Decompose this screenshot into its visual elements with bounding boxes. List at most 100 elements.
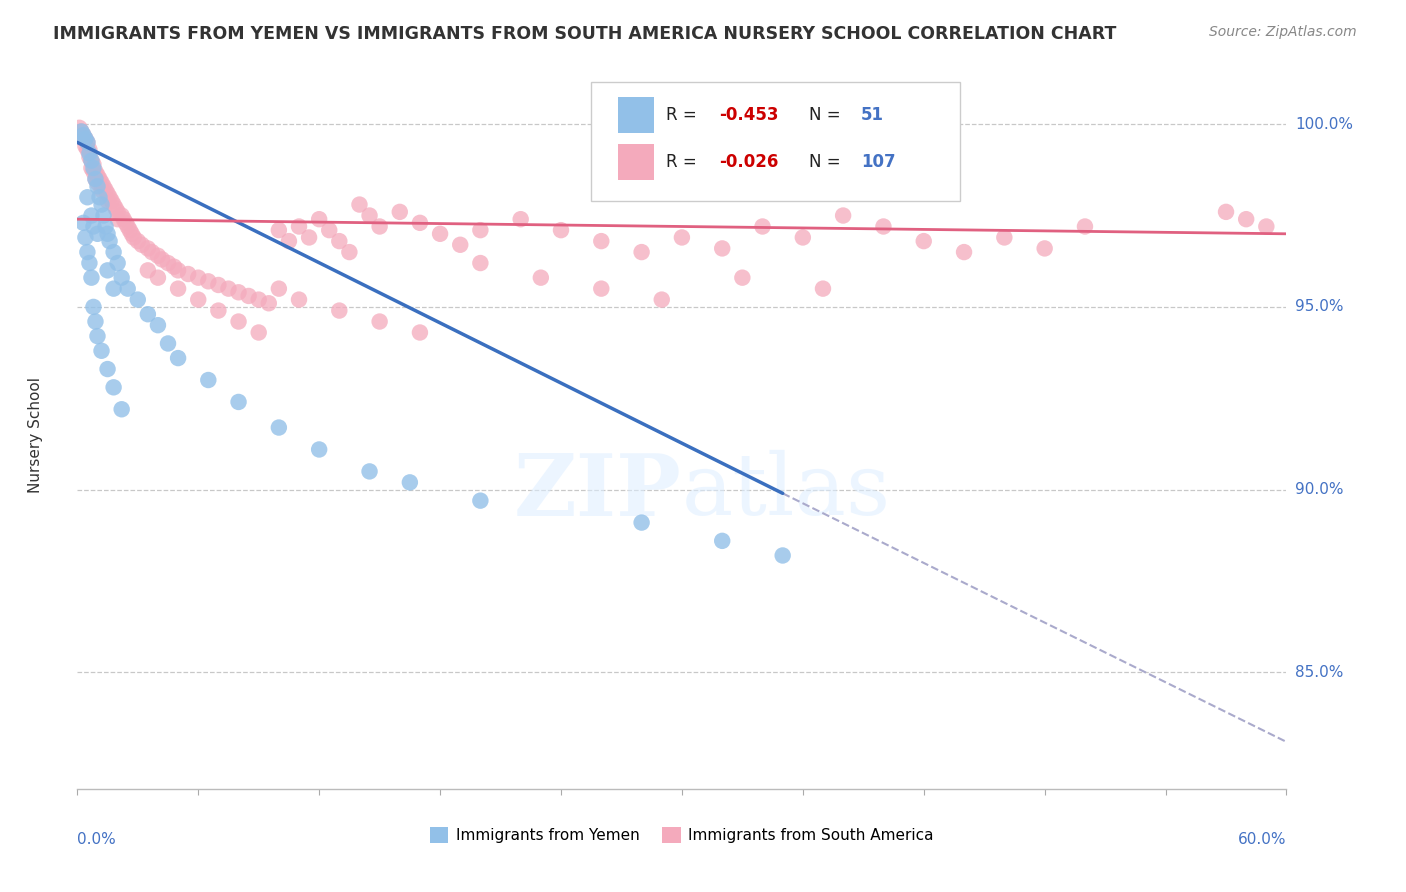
- Text: N =: N =: [808, 106, 846, 124]
- Point: [103, 197, 125, 211]
- Point: [118, 223, 141, 237]
- Point: [136, 242, 159, 256]
- Text: R =: R =: [666, 106, 702, 124]
- Point: [79, 146, 101, 161]
- Point: [82, 300, 104, 314]
- Point: [339, 245, 360, 260]
- Point: [278, 234, 301, 248]
- Point: [90, 183, 112, 197]
- Point: [163, 260, 186, 274]
- Point: [157, 336, 180, 351]
- Point: [93, 179, 115, 194]
- Point: [328, 303, 350, 318]
- Point: [94, 183, 117, 197]
- Point: [79, 143, 101, 157]
- Point: [359, 464, 381, 478]
- Point: [247, 326, 270, 340]
- Text: Nursery School: Nursery School: [28, 376, 42, 493]
- Point: [177, 267, 200, 281]
- Point: [76, 136, 98, 150]
- Point: [207, 303, 229, 318]
- Point: [76, 190, 98, 204]
- Point: [82, 219, 104, 234]
- Point: [197, 274, 219, 288]
- Text: Source: ZipAtlas.com: Source: ZipAtlas.com: [1209, 25, 1357, 39]
- Point: [111, 209, 134, 223]
- Point: [470, 256, 492, 270]
- Point: [470, 493, 492, 508]
- Point: [141, 245, 163, 260]
- Text: IMMIGRANTS FROM YEMEN VS IMMIGRANTS FROM SOUTH AMERICA NURSERY SCHOOL CORRELATIO: IMMIGRANTS FROM YEMEN VS IMMIGRANTS FROM…: [53, 25, 1116, 43]
- Point: [111, 402, 134, 417]
- Point: [107, 205, 129, 219]
- Point: [368, 219, 391, 234]
- Point: [100, 194, 122, 208]
- Text: -0.453: -0.453: [720, 106, 779, 124]
- Point: [1256, 219, 1278, 234]
- Point: [267, 282, 290, 296]
- FancyBboxPatch shape: [592, 82, 960, 201]
- Point: [89, 190, 111, 204]
- Point: [187, 270, 209, 285]
- Point: [96, 227, 118, 241]
- Point: [90, 343, 112, 358]
- Point: [550, 223, 572, 237]
- Point: [792, 230, 814, 244]
- Point: [93, 209, 115, 223]
- Point: [127, 234, 149, 248]
- Point: [90, 176, 112, 190]
- Point: [731, 270, 754, 285]
- Point: [318, 223, 340, 237]
- Point: [76, 245, 98, 260]
- Point: [98, 234, 121, 248]
- Point: [146, 318, 169, 333]
- Point: [167, 282, 190, 296]
- Point: [630, 245, 652, 260]
- Point: [150, 252, 173, 267]
- Point: [122, 230, 145, 244]
- Point: [157, 256, 180, 270]
- Point: [76, 143, 98, 157]
- Point: [114, 216, 136, 230]
- Point: [75, 132, 97, 146]
- Point: [651, 293, 673, 307]
- Point: [207, 277, 229, 292]
- Point: [832, 209, 855, 223]
- Point: [228, 314, 250, 328]
- Point: [449, 237, 471, 252]
- Point: [104, 201, 127, 215]
- Point: [86, 176, 108, 190]
- Point: [308, 212, 330, 227]
- Point: [70, 124, 93, 138]
- Point: [267, 420, 290, 434]
- Point: [86, 329, 108, 343]
- Point: [359, 209, 381, 223]
- Point: [127, 293, 149, 307]
- Point: [79, 150, 101, 164]
- Point: [82, 164, 104, 178]
- Point: [75, 230, 97, 244]
- Point: [409, 216, 432, 230]
- Point: [98, 190, 121, 204]
- Point: [429, 227, 451, 241]
- Point: [671, 230, 693, 244]
- Point: [96, 362, 118, 376]
- Point: [94, 219, 117, 234]
- Point: [67, 120, 90, 135]
- Point: [591, 234, 613, 248]
- Point: [103, 282, 125, 296]
- Point: [218, 282, 240, 296]
- Bar: [617, 145, 654, 179]
- Point: [298, 230, 321, 244]
- Point: [328, 234, 350, 248]
- Point: [1033, 242, 1056, 256]
- Point: [80, 153, 103, 168]
- Point: [751, 219, 773, 234]
- Point: [288, 293, 311, 307]
- Point: [591, 282, 613, 296]
- Point: [470, 223, 492, 237]
- Text: 95.0%: 95.0%: [1295, 300, 1343, 314]
- Point: [107, 212, 129, 227]
- Text: 60.0%: 60.0%: [1239, 832, 1286, 847]
- Point: [1074, 219, 1097, 234]
